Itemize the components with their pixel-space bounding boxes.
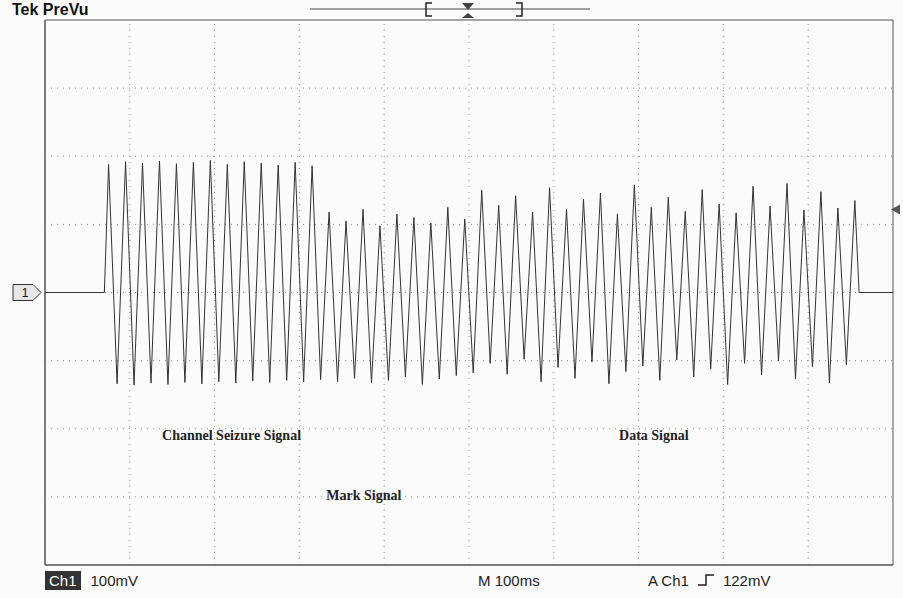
svg-text:Mark Signal: Mark Signal — [326, 488, 401, 503]
html-text:100mV: 100mV — [90, 571, 139, 589]
html-text:122mV: 122mV — [722, 571, 771, 589]
html-text:A Ch1: A Ch1 — [648, 571, 689, 589]
html-text:M 100ms: M 100ms — [478, 571, 540, 589]
svg-text:1: 1 — [22, 286, 29, 300]
html-text:Tek PreVu: Tek PreVu — [12, 1, 89, 18]
svg-text:Channel Seizure Signal: Channel Seizure Signal — [162, 428, 301, 443]
svg-text:Data Signal: Data Signal — [619, 428, 689, 443]
html-text:Ch1: Ch1 — [49, 571, 77, 589]
